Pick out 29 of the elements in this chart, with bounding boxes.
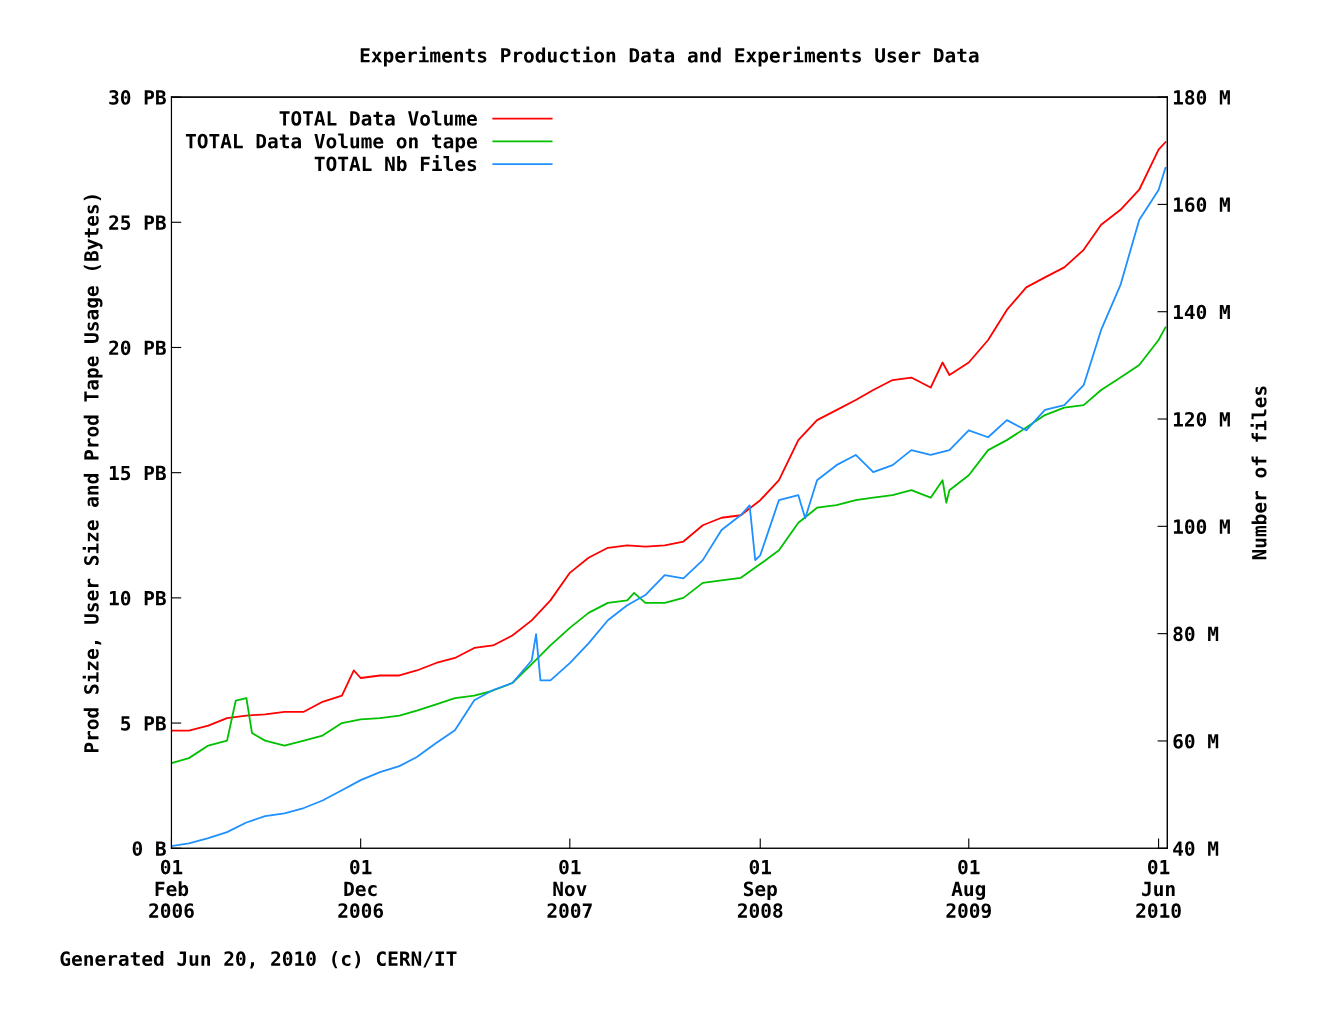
legend-label: TOTAL Nb Files: [314, 155, 477, 172]
y2-tick-label: 180 M: [1173, 90, 1230, 105]
y-tick-label: 10 PB: [109, 590, 166, 606]
y2-axis-title: Number of files: [1250, 386, 1267, 560]
y2-tick-label: 80 M: [1173, 626, 1219, 642]
x-tick-label: 01 Dec 2006: [338, 859, 384, 918]
y-axis-title: Prod Size, User Size and Prod Tape Usage (Bytes): [82, 195, 103, 753]
y2-tick-label: 60 M: [1173, 733, 1219, 749]
y2-tick-label: 140 M: [1173, 304, 1230, 320]
y-tick-label: 25 PB: [109, 215, 166, 230]
y2-tick-label: 40 M: [1173, 841, 1219, 856]
y-tick-label: 20 PB: [109, 340, 166, 356]
y2-tick-label: 160 M: [1173, 197, 1230, 213]
x-tick-label: 01 Nov 2007: [547, 859, 592, 918]
x-tick-label: 01 Sep 2008: [737, 859, 783, 918]
x-tick-label: 01 Feb 2006: [149, 859, 194, 918]
y-tick-label: 30 PB: [109, 90, 166, 105]
chart-title: Experiments Production Data and Experiments User Data: [360, 46, 979, 67]
x-tick-label: 01 Jun 2010: [1136, 859, 1181, 918]
y-tick-label: 0 B: [132, 841, 166, 856]
y2-tick-label: 120 M: [1173, 411, 1230, 427]
line-series: [171, 326, 1167, 765]
y2-tick-label: 100 M: [1173, 519, 1230, 534]
y-tick-label: 15 PB: [109, 465, 166, 481]
legend-label: TOTAL Data Volume on tape: [185, 133, 477, 153]
y-tick-label: 5 PB: [121, 716, 166, 731]
text: Generated Jun 20, 2010 (c) CERN/IT: [60, 951, 457, 969]
x-tick-label: 01 Aug 2009: [946, 859, 991, 919]
legend-label: TOTAL Data Volume: [279, 110, 477, 126]
